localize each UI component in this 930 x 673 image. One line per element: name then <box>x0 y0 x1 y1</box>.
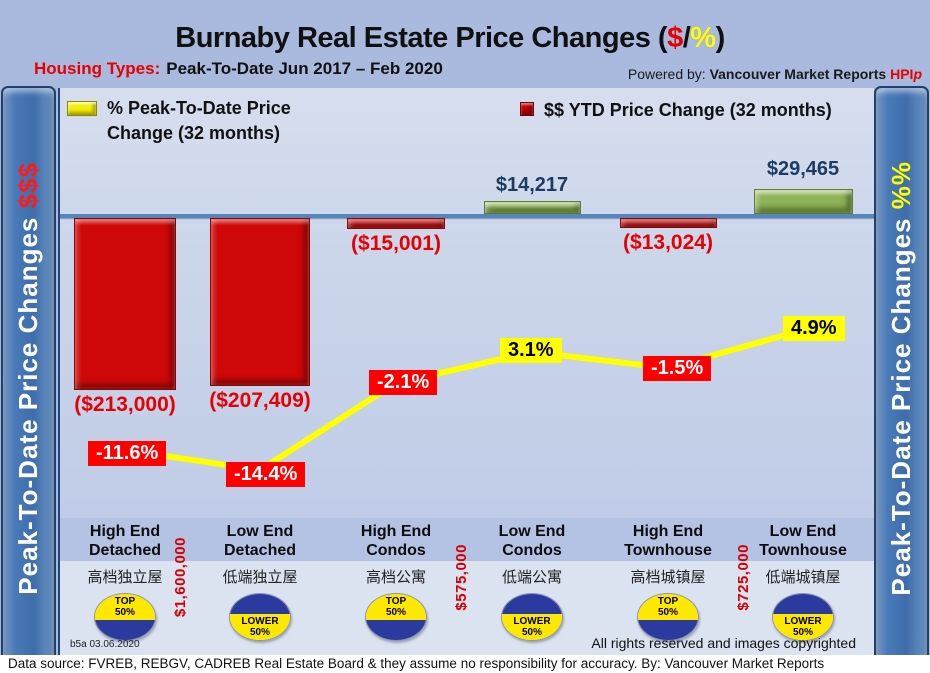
category-label-chinese: 低端城镇屋 <box>765 569 841 586</box>
data-source-strip: Data source: FVREB, REBGV, CADREB Real E… <box>0 655 930 673</box>
subtitle-range: Peak-To-Date Jun 2017 – Feb 2020 <box>166 59 443 78</box>
category-label-chinese: 高档公寓 <box>365 569 426 586</box>
segment-badge-lower: LOWER 50% <box>772 593 834 641</box>
bar-value-label: ($15,001) <box>351 232 441 255</box>
powered-brand: Vancouver Market Reports <box>709 66 891 82</box>
segment-badge-top: TOP 50% <box>365 593 427 641</box>
segment-badge-lower: LOWER 50% <box>229 593 291 641</box>
percent-point-label: 3.1% <box>500 338 562 363</box>
powered-hpi-p: p <box>913 66 922 82</box>
bar-gain <box>483 201 581 214</box>
page-title: Burnaby Real Estate Price Changes ($/%) <box>0 22 900 55</box>
title-text: Burnaby Real Estate Price Changes ( <box>175 22 668 54</box>
legend-dollar-line1: $$ YTD Price Change (32 months) <box>544 100 832 120</box>
powered-by: Powered by: Vancouver Market Reports HPI… <box>628 66 922 82</box>
bar-value-label: ($13,024) <box>623 231 713 254</box>
powered-hpi: HPI <box>890 66 914 82</box>
right-axis-title: Peak-To-Date Price Changes %% <box>886 161 917 596</box>
category-label-chinese: 低端独立屋 <box>222 569 298 586</box>
right-axis-text: Peak-To-Date Price Changes <box>886 209 916 596</box>
segment-badge-top: TOP 50% <box>94 593 156 641</box>
legend-percent-line1: % Peak-To-Date Price <box>107 98 291 118</box>
subtitle-label: Housing Types: <box>34 59 161 78</box>
category-label: Low End Condos <box>498 523 566 559</box>
category-label: High End Condos <box>360 523 432 559</box>
legend-item-percent: % Peak-To-Date Price Change (32 months) <box>67 96 291 146</box>
percent-point-label: -11.6% <box>88 441 167 466</box>
category-label-chinese: 高档独立屋 <box>87 569 163 586</box>
title-suffix: ) <box>715 22 726 54</box>
legend-swatch-yellow-icon <box>67 101 97 116</box>
legend-label-dollar: $$ YTD Price Change (32 months) <box>544 98 832 123</box>
title-dollar-symbol: $ <box>667 22 683 54</box>
rights-text: All rights reserved and images copyright… <box>591 635 856 651</box>
category-label-chinese: 低端公寓 <box>501 569 562 586</box>
percent-point-label: -14.4% <box>226 462 306 487</box>
version-footnote: b5a 03.06.2020 <box>70 639 140 650</box>
left-axis-title: Peak-To-Date Price Changes $$$ <box>13 162 44 595</box>
left-axis-dollar-accent: $$$ <box>13 162 43 209</box>
category-label: Low End Townhouse <box>759 523 847 559</box>
bar-loss <box>210 218 310 386</box>
bar-value-label: ($207,409) <box>209 389 311 412</box>
category-label-chinese: 高档城镇屋 <box>630 569 706 586</box>
badge-top-half <box>773 594 833 615</box>
left-axis-pillar: Peak-To-Date Price Changes $$$ <box>1 86 56 671</box>
badge-top-half <box>230 594 290 615</box>
right-axis-percent-accent: %% <box>886 161 916 210</box>
bar-value-label: $14,217 <box>495 174 569 196</box>
title-slash: / <box>682 22 691 54</box>
percent-point-label: 4.9% <box>783 316 845 341</box>
percent-point-label: -1.5% <box>643 356 712 381</box>
category-label: High End Townhouse <box>624 523 712 559</box>
legend-percent-line2: Change (32 months) <box>107 123 281 143</box>
bar-loss <box>74 218 176 390</box>
segment-badge-top: TOP 50% <box>637 593 699 641</box>
bar-value-label: ($213,000) <box>74 393 176 416</box>
plot-background <box>60 88 874 561</box>
price-threshold-marker: $725,000 <box>734 543 752 611</box>
segment-badge-lower: LOWER 50% <box>501 593 563 641</box>
chart-area: % Peak-To-Date Price Change (32 months) … <box>58 88 874 655</box>
price-threshold-marker: $1,600,000 <box>171 536 189 618</box>
price-threshold-marker: $575,000 <box>452 543 470 611</box>
subtitle: Housing Types: Peak-To-Date Jun 2017 – Fe… <box>34 59 443 79</box>
left-axis-text: Peak-To-Date Price Changes <box>13 208 43 595</box>
zero-baseline-axis <box>60 214 874 218</box>
category-label: Low End Detached <box>223 523 297 559</box>
bar-value-label: $29,465 <box>766 158 840 180</box>
bar-gain <box>753 189 853 214</box>
right-axis-pillar: Peak-To-Date Price Changes %% <box>874 86 929 671</box>
title-percent-symbol: % <box>690 22 716 54</box>
lower-background <box>60 561 874 655</box>
bar-loss <box>619 218 717 228</box>
badge-bottom-half <box>95 619 155 640</box>
percent-point-label: -2.1% <box>369 370 438 395</box>
badge-bottom-half <box>366 619 426 640</box>
bar-loss <box>347 218 445 229</box>
legend-swatch-red-icon <box>520 102 534 116</box>
category-band <box>60 518 874 561</box>
badge-top-half <box>502 594 562 615</box>
legend-item-dollar: $$ YTD Price Change (32 months) <box>520 98 832 123</box>
category-label: High End Detached <box>88 523 162 559</box>
legend-label-percent: % Peak-To-Date Price Change (32 months) <box>107 96 291 146</box>
powered-prefix: Powered by: <box>627 66 710 82</box>
badge-bottom-half <box>638 619 698 640</box>
